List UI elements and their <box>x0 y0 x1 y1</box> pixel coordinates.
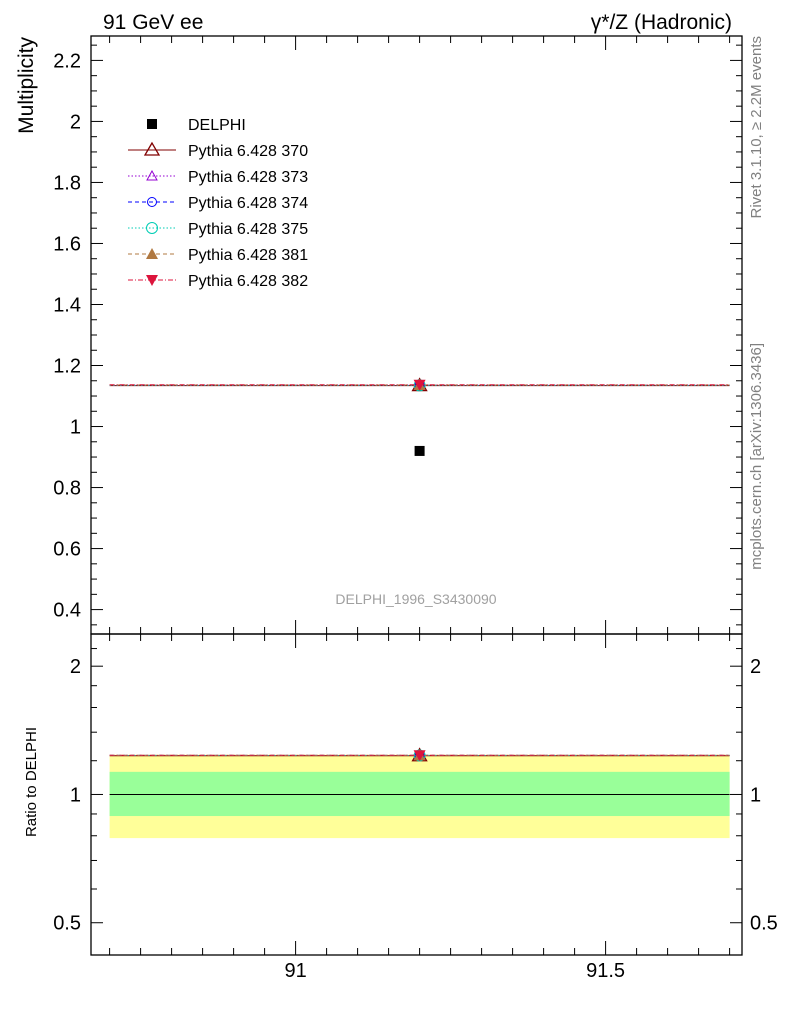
main-ytick-label-5: 1.4 <box>53 294 81 316</box>
legend-label-0: DELPHI <box>188 117 246 134</box>
legend-label-2: Pythia 6.428 373 <box>188 169 308 186</box>
legend-marker-3 <box>147 197 157 207</box>
legend-marker-0 <box>147 119 157 129</box>
legend-marker-6 <box>146 275 158 286</box>
header-gamma: γ <box>591 11 602 34</box>
ratio-ytick-label-right-1: 1 <box>750 784 761 806</box>
xtick-label-1: 91.5 <box>586 960 625 982</box>
rivet-label: Rivet 3.1.10, ≥ 2.2M events <box>748 36 765 219</box>
main-ytick-label-1: 0.6 <box>53 539 81 561</box>
band-inner <box>109 771 730 817</box>
main-plot: 0.4 0.6 0.8 1 1.2 1.4 1.6 1.8 2 2.2 <box>53 35 743 635</box>
header-rest: */Z (Hadronic) <box>601 11 732 34</box>
legend-label-6: Pythia 6.428 382 <box>188 273 308 290</box>
main-ytick-label-2: 0.8 <box>53 478 81 500</box>
series-point-5 <box>413 379 426 391</box>
main-ylabel: Multiplicity <box>15 37 38 134</box>
data-point <box>414 445 425 456</box>
legend-label-3: Pythia 6.428 374 <box>188 195 308 212</box>
legend-marker-5 <box>146 248 158 259</box>
ratio-ytick-label-right-2: 2 <box>750 656 761 678</box>
header-left: 91 GeV ee <box>103 11 203 34</box>
xtick-label-0: 91 <box>284 960 306 982</box>
legend-marker-4 <box>146 222 158 234</box>
header-right: γ*/Z (Hadronic) <box>591 11 732 34</box>
ratio-ytick-label-right-0: 0.5 <box>750 913 778 935</box>
main-ytick-label-7: 1.8 <box>53 172 81 194</box>
ratio-plot: 91 91.5 0.5 0.5 1 1 2 2 <box>53 633 778 982</box>
legend: DELPHI Pythia 6.428 370 Pythia 6.428 373 Py… <box>128 117 308 290</box>
ratio-ylabel: Ratio to DELPHI <box>23 727 40 837</box>
main-ytick-label-6: 1.6 <box>53 233 81 255</box>
legend-marker-1 <box>143 141 161 156</box>
ratio-point-5 <box>413 750 426 762</box>
legend-marker-2 <box>146 169 158 181</box>
main-ytick-label-3: 1 <box>70 417 81 439</box>
mcplots-label: mcplots.cern.ch [arXiv:1306.3436] <box>748 343 765 570</box>
main-ytick-label-8: 2 <box>70 111 81 133</box>
main-ytick-label-0: 0.4 <box>53 600 81 622</box>
legend-label-5: Pythia 6.428 381 <box>188 247 308 264</box>
ratio-ytick-label-left-0: 0.5 <box>53 913 81 935</box>
main-ytick-label-4: 1.2 <box>53 356 81 378</box>
legend-label-4: Pythia 6.428 375 <box>188 221 308 238</box>
analysis-id: DELPHI_1996_S3430090 <box>335 591 496 607</box>
main-ytick-label-9: 2.2 <box>53 50 81 72</box>
ratio-ytick-label-left-2: 2 <box>70 656 81 678</box>
ratio-ytick-label-left-1: 1 <box>70 784 81 806</box>
legend-label-1: Pythia 6.428 370 <box>188 143 308 160</box>
